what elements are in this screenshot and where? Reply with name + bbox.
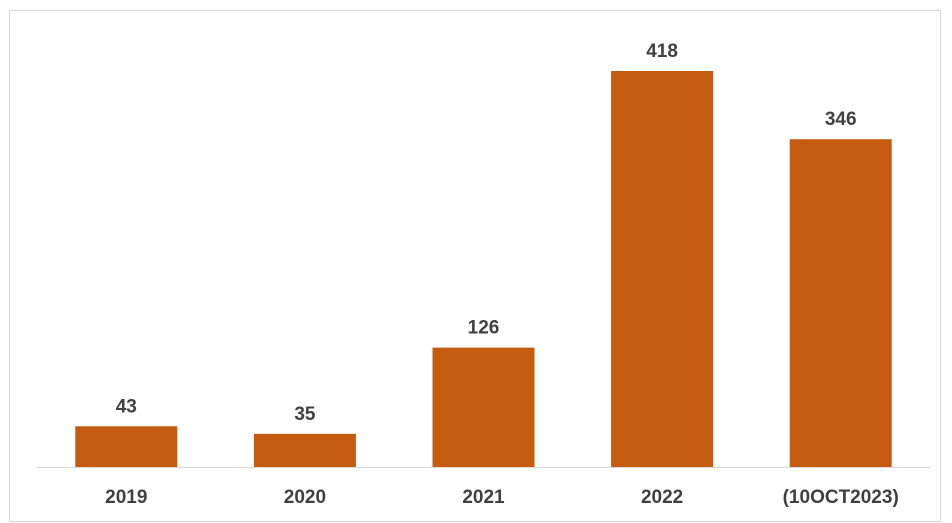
category-label-3: 2022	[641, 487, 683, 508]
value-label-1: 35	[294, 404, 316, 425]
bar-4	[789, 139, 892, 468]
category-label-0: 2019	[105, 487, 147, 508]
category-labels-group: 2019 2020 2021 2022 (10OCT2023)	[105, 487, 899, 508]
value-label-4: 346	[825, 109, 857, 130]
value-label-0: 43	[116, 396, 137, 417]
bar-0	[75, 426, 178, 467]
category-label-2: 2021	[462, 487, 505, 508]
value-label-3: 418	[646, 41, 678, 62]
value-label-2: 126	[468, 318, 500, 339]
bar-2	[432, 347, 535, 467]
bar-3	[611, 71, 714, 467]
bars-group	[75, 71, 892, 468]
bar-1	[253, 433, 356, 467]
value-labels-group: 43 35 126 418 346	[116, 41, 857, 425]
category-label-1: 2020	[284, 487, 326, 508]
category-label-4: (10OCT2023)	[783, 487, 899, 508]
